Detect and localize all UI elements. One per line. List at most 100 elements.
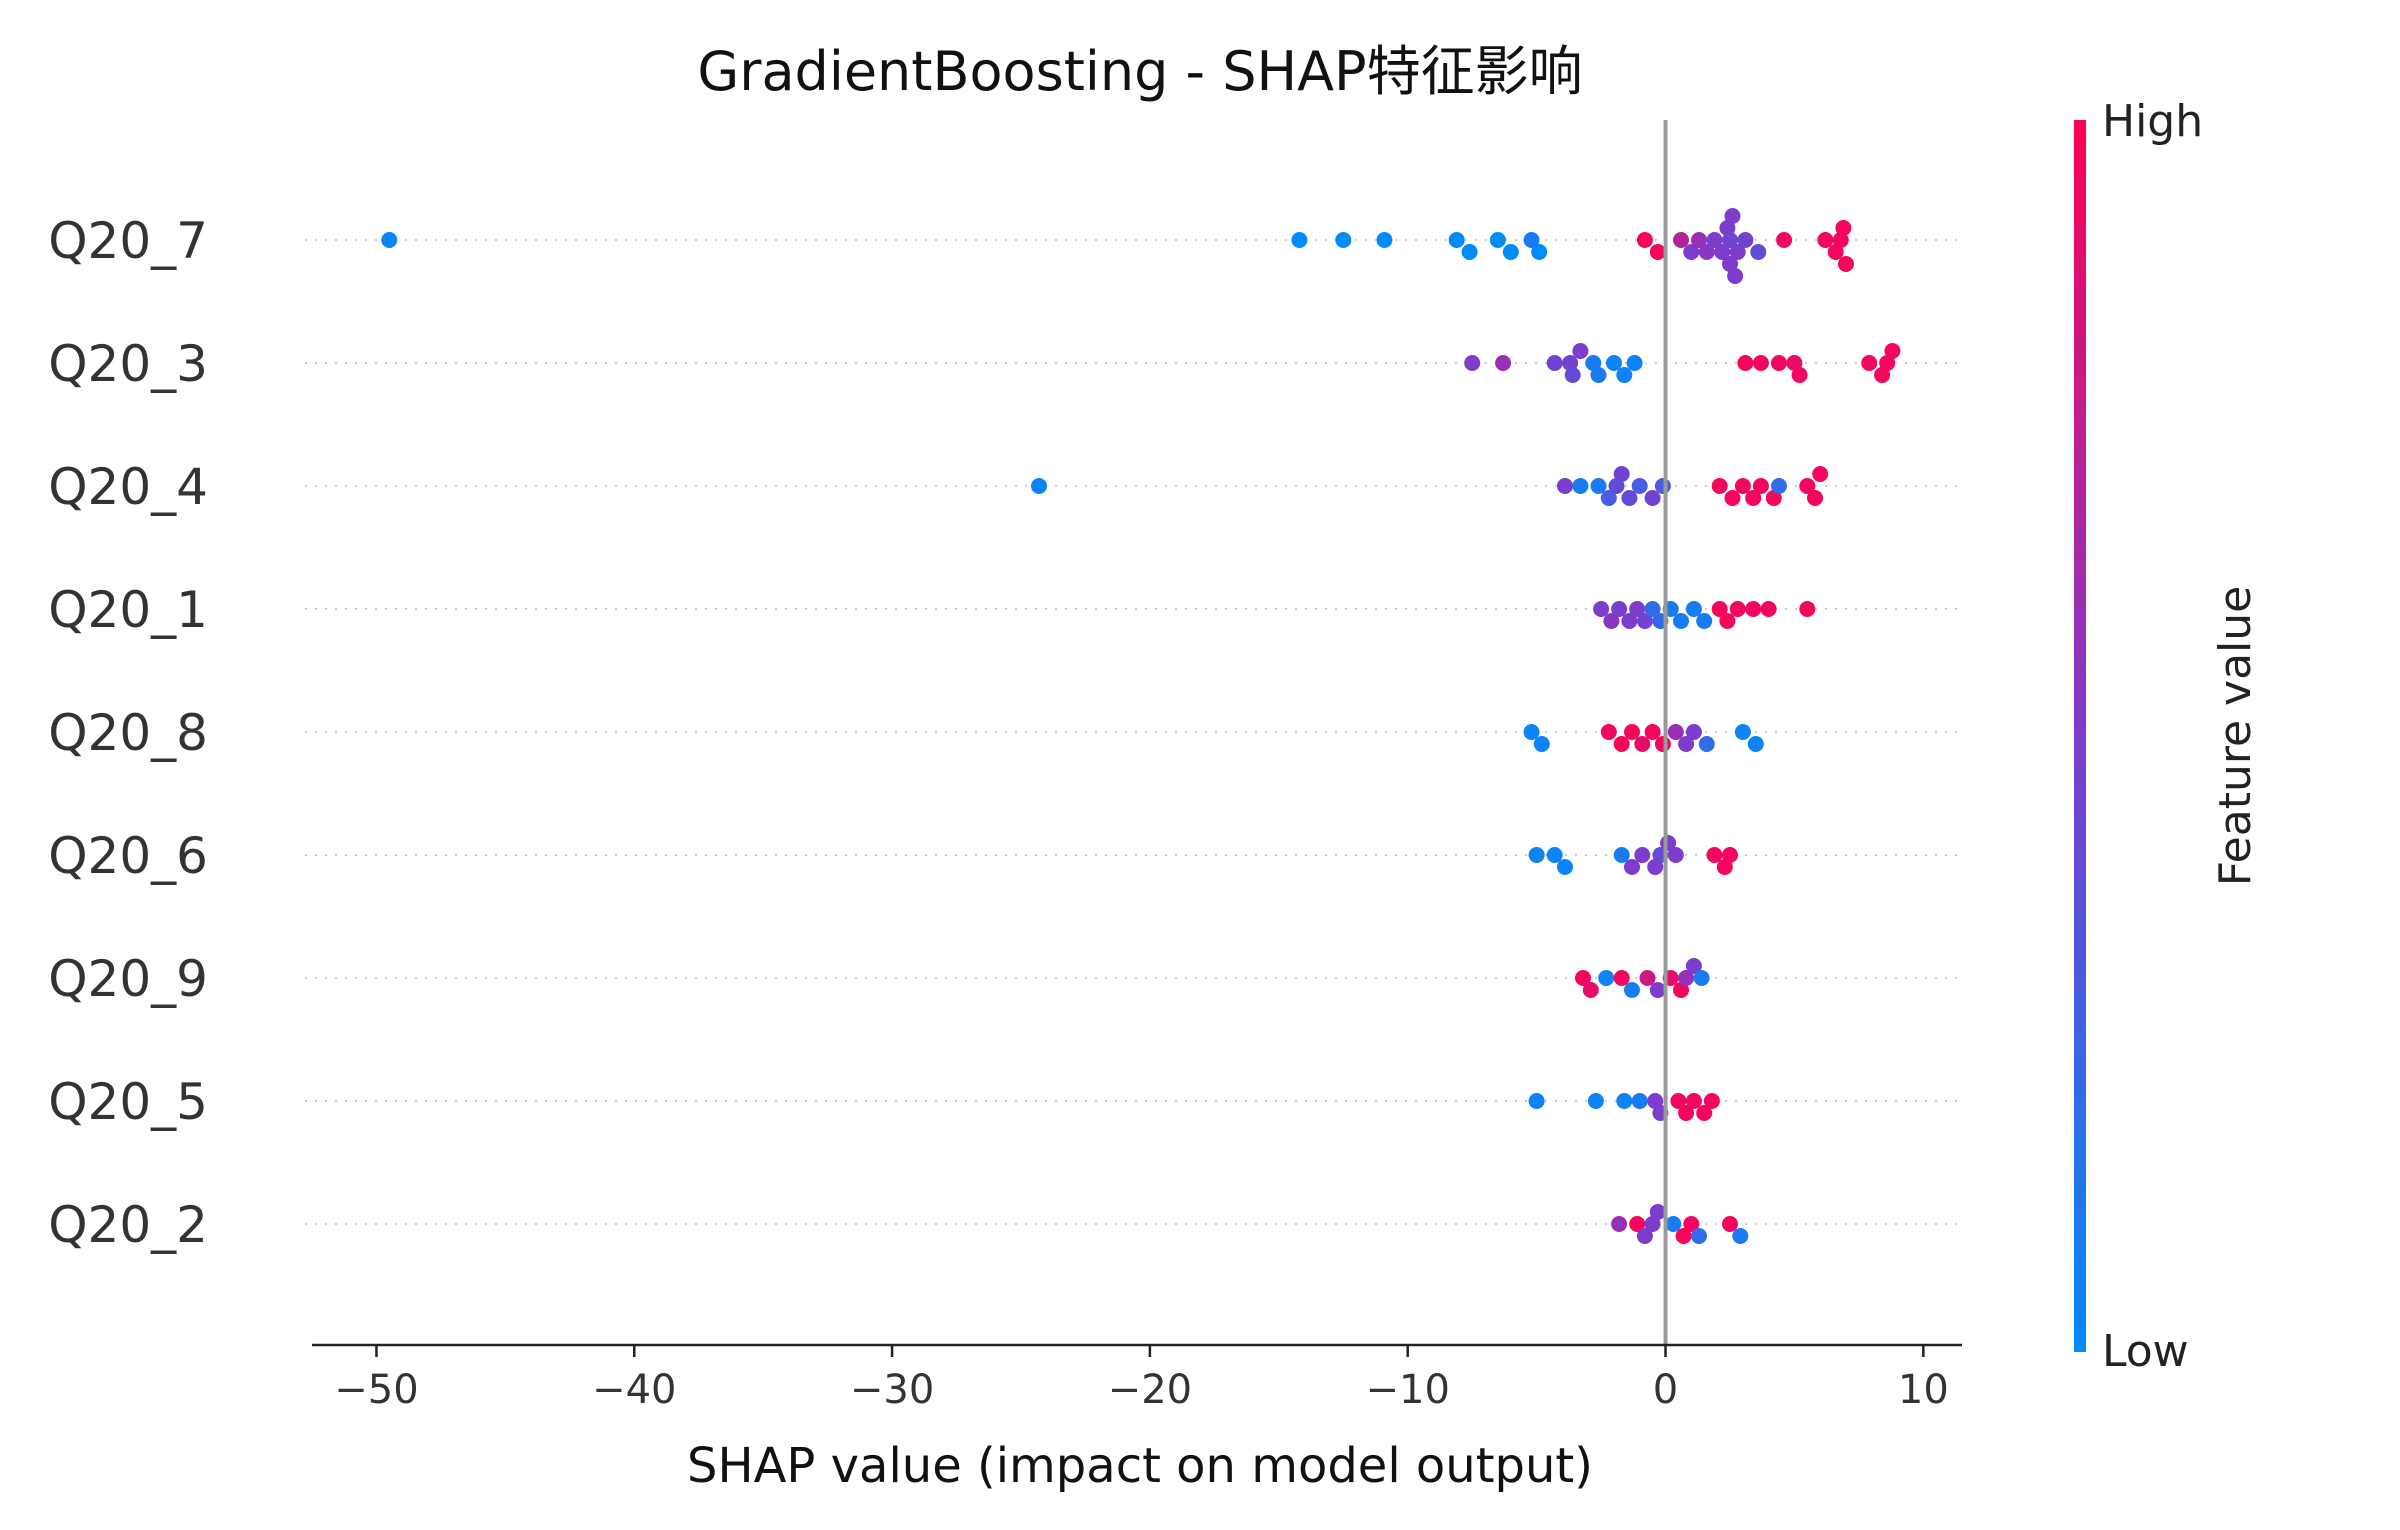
x-tick-label: −50 bbox=[334, 1367, 418, 1413]
shap-point bbox=[1884, 343, 1901, 359]
shap-point bbox=[1752, 355, 1769, 371]
shap-point bbox=[1716, 859, 1733, 875]
shap-point bbox=[1557, 478, 1573, 494]
shap-point bbox=[1489, 232, 1506, 248]
shap-point bbox=[1752, 478, 1769, 494]
shap-point bbox=[1587, 1093, 1604, 1109]
shap-point bbox=[1879, 355, 1896, 371]
shap-point bbox=[1639, 970, 1656, 986]
shap-point bbox=[1706, 847, 1723, 863]
shap-point bbox=[1771, 355, 1787, 371]
shap-point bbox=[1585, 355, 1602, 371]
shap-point bbox=[1624, 982, 1640, 998]
shap-point bbox=[1613, 736, 1630, 752]
shap-point bbox=[1711, 601, 1728, 617]
x-tick-label: −20 bbox=[1108, 1367, 1192, 1413]
shap-point bbox=[1722, 256, 1738, 272]
colorbar-title: Feature value bbox=[2210, 586, 2261, 886]
shap-point bbox=[1461, 244, 1478, 260]
shap-point bbox=[1765, 490, 1782, 506]
feature-label: Q20_6 bbox=[48, 827, 208, 885]
shap-point bbox=[1636, 613, 1653, 629]
shap-point bbox=[1528, 847, 1545, 863]
x-tick-label: −40 bbox=[592, 1367, 676, 1413]
shap-point bbox=[1546, 355, 1563, 371]
shap-point bbox=[1698, 736, 1715, 752]
shap-point bbox=[1647, 859, 1664, 875]
shap-point bbox=[1531, 244, 1548, 260]
shap-point bbox=[1675, 1228, 1692, 1244]
shap-point bbox=[1631, 1093, 1648, 1109]
shap-point bbox=[1776, 232, 1793, 248]
shap-point bbox=[1528, 1093, 1545, 1109]
shap-point bbox=[1613, 970, 1630, 986]
feature-label: Q20_8 bbox=[48, 704, 208, 762]
shap-point bbox=[1771, 478, 1787, 494]
shap-point bbox=[1546, 847, 1563, 863]
feature-label: Q20_7 bbox=[48, 212, 208, 270]
shap-point bbox=[1562, 355, 1579, 371]
feature-label: Q20_3 bbox=[48, 335, 208, 393]
shap-point bbox=[1734, 724, 1751, 740]
shap-point bbox=[1606, 355, 1622, 371]
colorbar-low-label: Low bbox=[2102, 1326, 2189, 1377]
shap-point bbox=[1861, 355, 1878, 371]
shap-point bbox=[1799, 601, 1816, 617]
shap-point bbox=[1644, 724, 1661, 740]
shap-point bbox=[1673, 232, 1689, 248]
x-tick-label: −10 bbox=[1365, 1367, 1449, 1413]
shap-point bbox=[1649, 244, 1666, 260]
shap-point bbox=[1722, 232, 1738, 248]
shap-point bbox=[1667, 724, 1684, 740]
shap-point bbox=[1613, 466, 1630, 482]
shap-point bbox=[1603, 613, 1620, 629]
shap-point bbox=[1644, 490, 1661, 506]
shap-point bbox=[1621, 613, 1638, 629]
shap-point bbox=[1616, 367, 1633, 383]
shap-point bbox=[1703, 1093, 1720, 1109]
shap-point bbox=[1711, 478, 1728, 494]
shap-point bbox=[1665, 1216, 1682, 1232]
shap-point bbox=[1683, 1216, 1700, 1232]
shap-point bbox=[1649, 982, 1666, 998]
shap-point bbox=[1678, 736, 1695, 752]
shap-point bbox=[1626, 355, 1643, 371]
shap-point bbox=[1634, 736, 1651, 752]
shap-point bbox=[1644, 1216, 1661, 1232]
feature-label: Q20_1 bbox=[48, 581, 208, 639]
shap-point bbox=[1624, 724, 1640, 740]
shap-point bbox=[1678, 1105, 1695, 1121]
shap-point bbox=[1031, 478, 1047, 494]
shap-point bbox=[1654, 736, 1671, 752]
shap-point bbox=[1786, 355, 1803, 371]
shap-point bbox=[1727, 268, 1744, 284]
feature-label: Q20_2 bbox=[48, 1196, 208, 1254]
shap-point bbox=[1608, 478, 1625, 494]
shap-point bbox=[1590, 367, 1607, 383]
shap-point bbox=[1636, 1228, 1653, 1244]
shap-point bbox=[1291, 232, 1308, 248]
shap-point bbox=[1827, 244, 1844, 260]
shap-point bbox=[1706, 232, 1723, 248]
feature-label: Q20_5 bbox=[48, 1073, 208, 1131]
shap-point bbox=[1673, 982, 1689, 998]
shap-point bbox=[1832, 232, 1849, 248]
shap-point bbox=[1448, 232, 1465, 248]
shap-point bbox=[1564, 367, 1581, 383]
chart-title: GradientBoosting - SHAP特征影响 bbox=[697, 40, 1582, 103]
shap-point bbox=[1647, 1093, 1664, 1109]
shap-point bbox=[1634, 847, 1651, 863]
shap-point bbox=[1611, 1216, 1628, 1232]
shap-point bbox=[1750, 244, 1767, 260]
shap-point bbox=[1745, 601, 1762, 617]
shap-point bbox=[1691, 232, 1707, 248]
shap-point bbox=[1760, 601, 1777, 617]
shap-point bbox=[1685, 724, 1702, 740]
feature-rows: Q20_7 Q20_3 Q20_4 Q20_1 Q20_8 Q20_6 Q20_9 Q20_5… bbox=[48, 212, 1960, 1254]
feature-label: Q20_9 bbox=[48, 950, 208, 1008]
shap-point bbox=[1654, 478, 1671, 494]
shap-point bbox=[1685, 601, 1702, 617]
shap-point bbox=[1670, 1093, 1687, 1109]
